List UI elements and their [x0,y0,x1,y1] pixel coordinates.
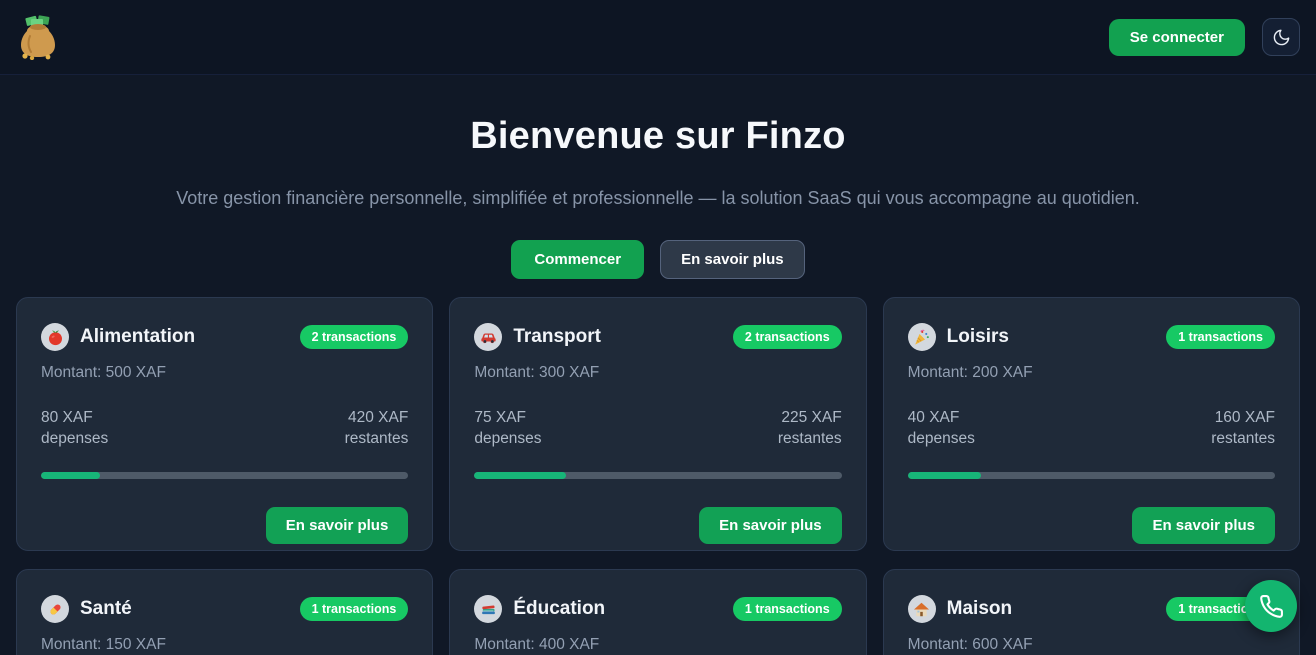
spent-block: 75 XAF depenses [474,407,541,449]
transactions-badge: 1 transactions [1166,325,1275,349]
category-title: Transport [513,326,601,347]
card-actions: En savoir plus [41,507,409,544]
amount-label: Montant: 500 XAF [41,364,166,381]
money-bag-logo[interactable] [16,13,60,61]
transactions-badge: 1 transactions [299,597,409,621]
remaining-value: 225 XAF [781,409,842,426]
category-title: Alimentation [80,326,196,347]
spent-remaining-row: 40 XAF depenses 160 XAF restantes [908,407,1275,449]
amount-label: Montant: 400 XAF [474,636,600,653]
spent-remaining-row: 75 XAF depenses 225 XAF restantes [474,407,841,449]
hero-section: Bienvenue sur Finzo Votre gestion financ… [0,115,1316,279]
budget-progress-fill [907,472,982,479]
spent-block: 80 XAF depenses [41,407,108,449]
phone-icon [1259,594,1283,618]
card-learn-more-button[interactable]: En savoir plus [265,507,409,544]
transactions-badge: 2 transactions [299,325,409,349]
card-header: Santé 1 transactions [41,595,409,623]
remaining-block: 225 XAF restantes [778,407,842,449]
category-card-education: Éducation 1 transactions Montant: 400 XA… [449,569,867,655]
car-icon [474,323,503,351]
category-card-maison: Maison 1 transactions Montant: 600 XAF [882,569,1300,655]
amount-label: Montant: 300 XAF [474,364,600,381]
hero-cta-row: Commencer En savoir plus [0,240,1316,279]
tomato-icon [41,323,69,351]
spent-label: depenses [41,430,109,447]
remaining-block: 160 XAF restantes [1211,407,1275,449]
card-learn-more-button[interactable]: En savoir plus [699,507,842,544]
category-card-loisirs: Loisirs 1 transactions Montant: 200 XAF … [882,297,1300,551]
money-bag-logo-graphic [21,15,55,60]
house-icon [907,595,936,623]
get-started-button[interactable]: Commencer [511,240,645,279]
spent-label: depenses [474,430,542,447]
card-actions: En savoir plus [908,507,1275,544]
learn-more-button[interactable]: En savoir plus [660,240,805,279]
category-title: Éducation [513,598,606,619]
spent-value: 40 XAF [907,409,960,426]
category-title: Santé [80,598,132,619]
amount-label: Montant: 150 XAF [41,636,166,653]
party-popper-icon [907,323,936,351]
budget-progress-fill [41,472,100,479]
pill-icon [41,595,69,623]
card-actions: En savoir plus [474,507,842,544]
card-header: Transport 2 transactions [474,323,842,351]
remaining-label: restantes [1211,430,1275,447]
category-title: Loisirs [946,326,1009,347]
transactions-badge: 2 transactions [732,325,842,349]
hero-subtitle: Votre gestion financière personnelle, si… [176,188,1140,208]
category-title: Maison [946,598,1013,619]
theme-toggle-button[interactable] [1262,18,1300,56]
card-header: Éducation 1 transactions [474,595,842,623]
spent-value: 80 XAF [41,409,93,426]
spent-value: 75 XAF [474,409,527,426]
amount-label: Montant: 600 XAF [907,636,1033,653]
remaining-label: restantes [344,430,409,447]
navbar: Se connecter [0,0,1316,75]
transactions-badge: 1 transactions [732,597,842,621]
moon-icon [1273,29,1289,45]
categories-grid: Alimentation 2 transactions Montant: 500… [16,297,1300,655]
budget-progress-bar [907,472,1275,479]
remaining-label: restantes [777,430,842,447]
spent-block: 40 XAF depenses [908,407,975,449]
budget-progress-fill [474,472,567,479]
contact-fab-button[interactable] [1245,580,1297,632]
card-header: Maison 1 transactions [907,595,1275,623]
spent-remaining-row: 80 XAF depenses 420 XAF restantes [41,407,408,449]
category-card-sante: Santé 1 transactions Montant: 150 XAF [16,569,434,655]
card-learn-more-button[interactable]: En savoir plus [1132,507,1275,544]
budget-progress-bar [41,472,409,479]
page-title: Bienvenue sur Finzo [470,115,846,157]
category-card-transport: Transport 2 transactions Montant: 300 XA… [449,297,867,551]
spent-label: depenses [907,430,975,447]
navbar-actions: Se connecter [1108,18,1300,56]
login-button[interactable]: Se connecter [1108,18,1245,56]
amount-label: Montant: 200 XAF [907,364,1033,381]
books-icon [474,595,503,623]
card-header: Loisirs 1 transactions [907,323,1275,351]
budget-progress-bar [474,472,842,479]
remaining-block: 420 XAF restantes [345,407,409,449]
remaining-value: 420 XAF [348,409,409,426]
category-card-alimentation: Alimentation 2 transactions Montant: 500… [16,297,434,551]
card-header: Alimentation 2 transactions [41,323,409,351]
remaining-value: 160 XAF [1214,409,1275,426]
